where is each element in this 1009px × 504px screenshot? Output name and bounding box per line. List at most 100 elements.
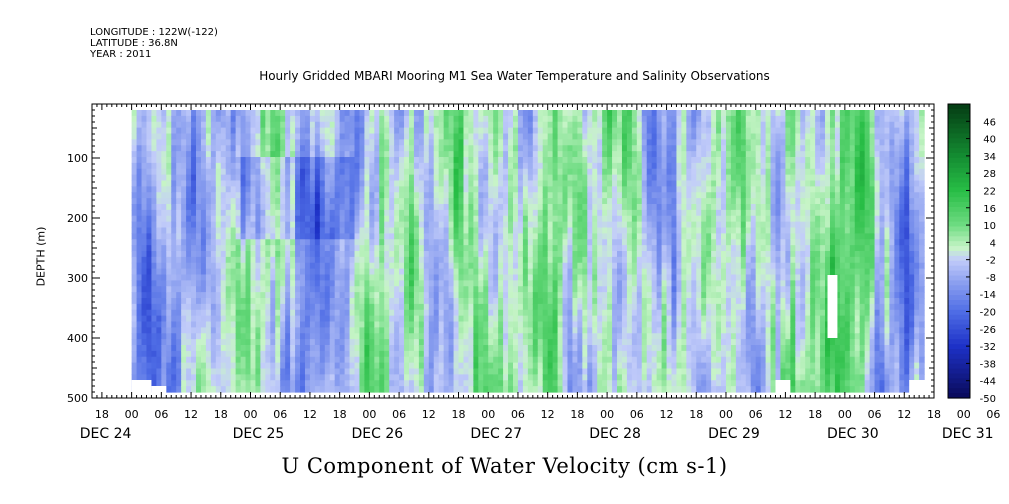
heatmap-cell <box>245 139 252 146</box>
heatmap-cell <box>428 303 435 311</box>
heatmap-cell <box>156 256 162 264</box>
heatmap-cell <box>453 127 460 135</box>
heatmap-cell <box>626 386 633 393</box>
heatmap-cell <box>156 333 162 340</box>
heatmap-cell <box>483 280 489 287</box>
heatmap-cell <box>200 256 207 264</box>
heatmap-cell <box>552 204 559 211</box>
heatmap-cell <box>354 321 361 328</box>
heatmap-cell <box>399 339 405 346</box>
heatmap-cell <box>513 192 519 199</box>
heatmap-cell <box>433 321 440 328</box>
heatmap-cell <box>220 368 227 375</box>
heatmap-cell <box>404 333 410 340</box>
heatmap-cell <box>443 121 450 129</box>
heatmap-cell <box>176 121 182 129</box>
heatmap-cell <box>418 268 425 276</box>
heatmap-cell <box>582 339 588 346</box>
heatmap-cell <box>314 321 321 328</box>
heatmap-cell <box>225 386 232 393</box>
heatmap-cell <box>379 174 385 182</box>
heatmap-cell <box>636 298 643 305</box>
heatmap-cell <box>374 303 380 311</box>
heatmap-cell <box>265 221 271 229</box>
heatmap-cell <box>166 315 172 323</box>
heatmap-cell <box>468 333 474 340</box>
heatmap-cell <box>537 239 544 246</box>
heatmap-cell <box>517 174 524 182</box>
heatmap-cell <box>200 151 207 158</box>
heatmap-cell <box>478 115 484 123</box>
heatmap-cell <box>349 286 356 293</box>
heatmap-cell <box>146 327 153 334</box>
heatmap-cell <box>458 333 465 340</box>
heatmap-cell <box>205 186 212 193</box>
heatmap-cell <box>478 245 484 252</box>
heatmap-cell <box>379 121 385 129</box>
heatmap-cell <box>270 286 276 293</box>
heatmap-cell <box>537 380 544 387</box>
heatmap-cell <box>547 145 554 152</box>
heatmap-cell <box>542 157 549 164</box>
heatmap-cell <box>537 151 544 158</box>
heatmap-cell <box>428 321 435 328</box>
heatmap-cell <box>572 256 578 264</box>
heatmap-cell <box>250 151 257 158</box>
heatmap-cell <box>602 115 608 123</box>
heatmap-cell <box>349 345 356 352</box>
heatmap-cell <box>557 198 564 205</box>
heatmap-cell <box>413 362 420 370</box>
heatmap-cell <box>171 286 177 293</box>
heatmap-cell <box>309 162 316 170</box>
heatmap-cell <box>200 386 207 393</box>
heatmap-cell <box>389 245 395 252</box>
heatmap-cell <box>537 198 544 205</box>
heatmap-cell <box>612 209 618 217</box>
heatmap-cell <box>572 121 578 129</box>
heatmap-cell <box>503 350 509 358</box>
heatmap-cell <box>314 315 321 323</box>
heatmap-cell <box>329 151 336 158</box>
heatmap-cell <box>314 180 321 187</box>
heatmap-cell <box>423 157 430 164</box>
heatmap-cell <box>587 139 593 146</box>
heatmap-cell <box>349 256 356 264</box>
heatmap-cell <box>309 374 316 381</box>
heatmap-cell <box>389 380 395 387</box>
heatmap-cell <box>423 256 430 264</box>
heatmap-cell <box>626 339 633 346</box>
heatmap-cell <box>458 139 465 146</box>
heatmap-cell <box>463 321 470 328</box>
heatmap-cell <box>319 233 326 240</box>
heatmap-cell <box>602 362 608 370</box>
heatmap-cell <box>275 168 281 176</box>
heatmap-cell <box>438 333 445 340</box>
heatmap-cell <box>577 168 583 176</box>
heatmap-cell <box>547 368 554 375</box>
heatmap-cell <box>344 186 351 193</box>
heatmap-cell <box>151 256 157 264</box>
heatmap-cell <box>255 221 261 229</box>
heatmap-cell <box>582 133 588 140</box>
heatmap-cell <box>517 180 524 187</box>
heatmap-cell <box>191 204 197 211</box>
heatmap-cell <box>329 339 336 346</box>
heatmap-cell <box>468 110 474 117</box>
heatmap-cell <box>423 350 430 358</box>
heatmap-cell <box>498 339 504 346</box>
heatmap-cell <box>314 286 321 293</box>
heatmap-cell <box>468 292 474 299</box>
heatmap-cell <box>394 209 400 217</box>
heatmap-cell <box>478 121 484 129</box>
heatmap-cell <box>394 298 400 305</box>
heatmap-cell <box>314 157 321 164</box>
heatmap-cell <box>597 227 603 234</box>
heatmap-cell <box>617 303 623 311</box>
heatmap-cell <box>448 251 455 258</box>
heatmap-cell <box>324 286 331 293</box>
heatmap-cell <box>196 303 202 311</box>
heatmap-cell <box>334 168 341 176</box>
heatmap-cell <box>636 209 643 217</box>
heatmap-cell <box>309 157 316 164</box>
heatmap-cell <box>374 374 380 381</box>
